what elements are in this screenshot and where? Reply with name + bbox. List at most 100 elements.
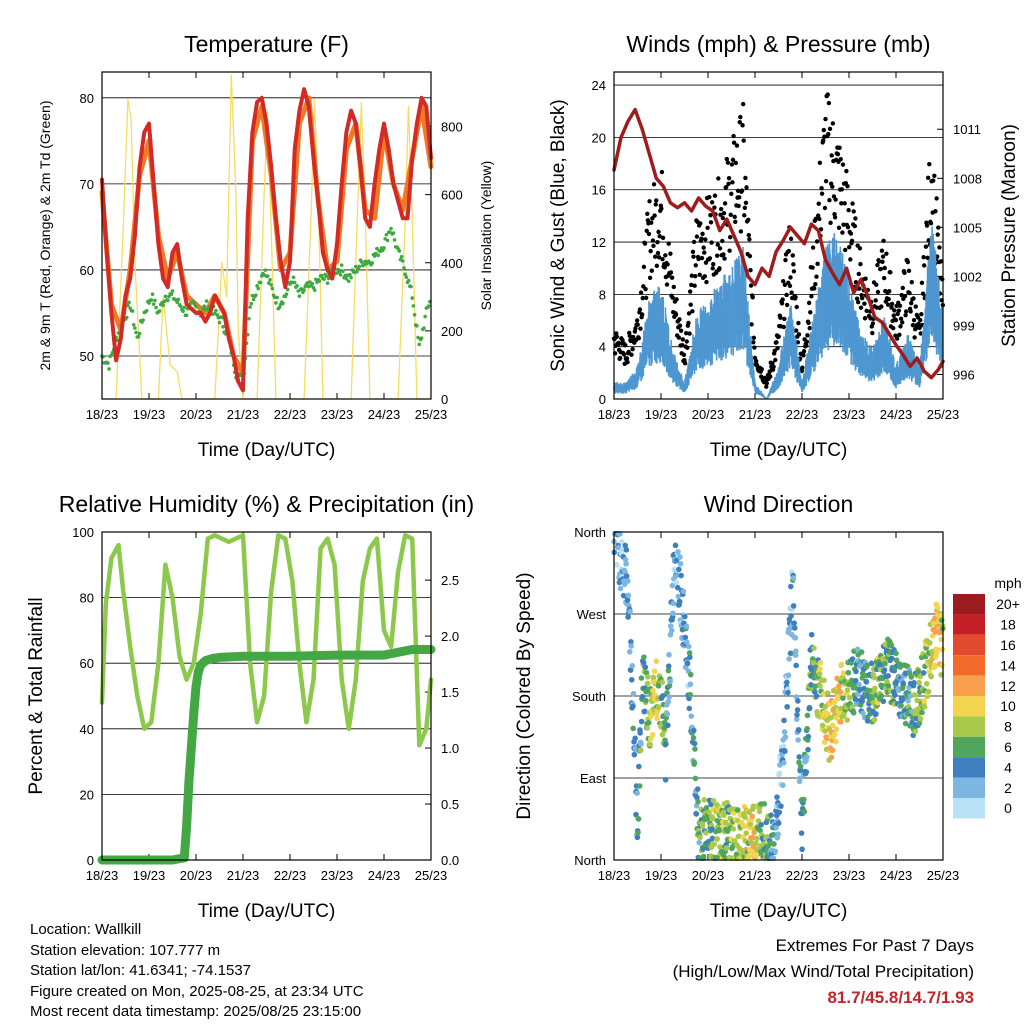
direction-point [885,673,891,679]
gust-point [796,320,801,326]
gust-point [799,368,805,374]
extremes-box: Extremes For Past 7 Days (High/Low/Max W… [673,933,974,1011]
gust-point [670,295,675,300]
direction-point [938,612,944,619]
direction-point [659,693,666,699]
gust-point [728,212,733,217]
direction-point [666,651,672,658]
direction-point [911,692,918,698]
gust-point [690,249,696,255]
gust-point [743,175,748,181]
gust-point [751,335,757,340]
colorbar-label: 0 [1004,800,1012,816]
gust-point [666,241,671,246]
wind-direction-panel: Wind Direction 18/23 19/23 20/23 21/23 22/23 2… [514,491,959,922]
direction-point [706,809,712,816]
gust-point [852,223,858,229]
td-point [170,289,175,293]
gust-point [647,275,653,280]
gust-point [897,332,902,338]
gust-point [924,223,930,228]
direction-point [700,853,707,860]
direction-point [622,556,629,563]
td-point [376,253,380,258]
direction-point [634,834,641,841]
direction-point [822,728,828,734]
gust-point [730,157,736,163]
gust-point [699,255,705,261]
direction-point [628,643,635,649]
gust-point [738,229,744,234]
gust-point [736,203,741,209]
gust-point [691,254,696,259]
gust-point [696,256,701,262]
direction-point [731,838,738,844]
direction-point [665,699,671,705]
gust-point [650,238,656,243]
gust-point [889,301,895,307]
x-tick-label: 18/23 [86,868,119,883]
direction-point [682,634,689,641]
gust-point [721,210,727,216]
gust-point [789,290,794,295]
direction-point [858,649,865,655]
td-point [175,300,179,304]
direction-point [856,681,862,688]
gust-point [727,248,732,253]
gust-point [839,201,844,206]
gust-point [835,151,841,157]
gust-point [737,119,742,125]
gust-point [685,345,690,350]
direction-point [756,808,763,815]
direction-point [835,683,842,690]
y-tick-label: East [580,771,606,786]
direction-point [808,631,815,638]
direction-point [637,747,644,754]
gust-point [806,320,811,326]
direction-point [724,799,730,806]
gust-point [751,340,756,345]
chart-title: Wind Direction [704,491,854,517]
precip-series-line [97,645,436,865]
colorbar-swatch [953,757,985,778]
gust-point [702,274,708,279]
gust-point [726,175,732,181]
direction-point [670,600,677,607]
direction-point [642,664,649,671]
colorbar-title: mph [994,575,1021,591]
direction-point [757,827,763,834]
gust-point [817,216,822,222]
direction-point [838,661,845,668]
gust-point [782,282,788,287]
direction-point [821,677,827,684]
right-tick-label: 400 [441,256,463,271]
gust-point [738,114,743,120]
y-tick-label: 60 [80,656,94,671]
direction-point [697,834,703,841]
x-tick-label: 18/23 [598,868,631,883]
colorbar-label: 6 [1004,739,1012,755]
direction-point [619,547,626,553]
direction-point [651,668,658,675]
gust-point [862,316,868,321]
gust-point [828,220,833,225]
direction-point [782,748,788,755]
gust-point [710,266,715,271]
x-tick-label: 25/23 [415,407,448,422]
gust-point [788,275,793,280]
direction-point [684,660,691,667]
direction-point [677,554,683,560]
direction-point [629,662,636,669]
right-tick-label: 800 [441,120,463,135]
gust-point [843,247,848,253]
y-tick-label: South [572,689,606,704]
direction-point [628,677,635,683]
direction-point [667,623,674,629]
gust-point [614,331,619,336]
td-point [410,296,415,300]
gust-point [656,255,662,260]
direction-point [774,794,780,800]
colorbar-label: 16 [1000,637,1016,653]
wind-pressure-panel: Winds (mph) & Pressure (mb) 18/23 19/23 20/… [548,31,1020,461]
direction-point [919,709,925,716]
